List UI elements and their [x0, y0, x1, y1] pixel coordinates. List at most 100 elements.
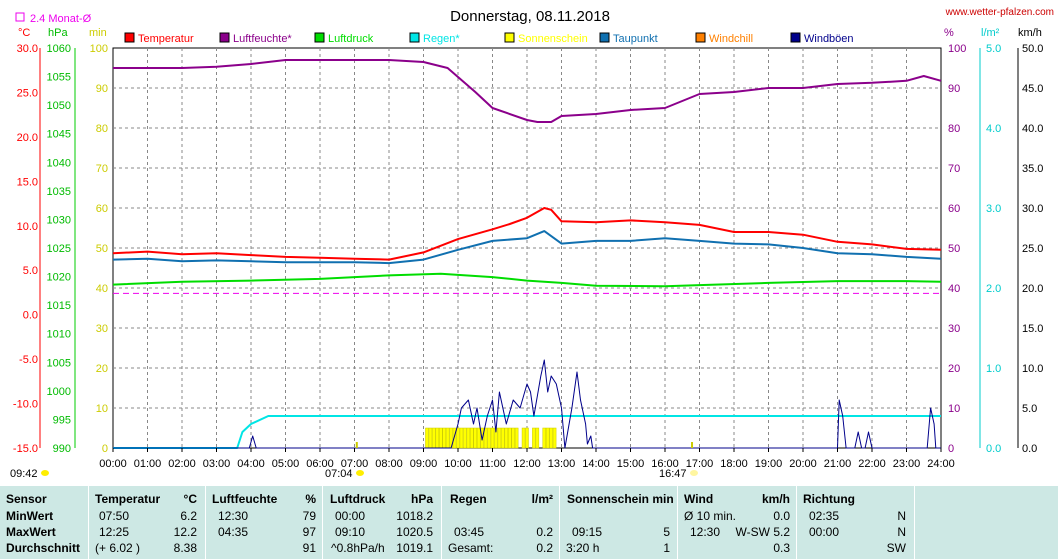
x-tick-label: 23:00 [893, 458, 921, 470]
stats-sun-total-value: 1 [663, 541, 670, 555]
stats-col-sun: Sonnenschein min 09:15 5 3:20 h 1 [560, 486, 678, 559]
x-tick-label: 19:00 [755, 458, 783, 470]
pct-tick-label: 100 [948, 43, 966, 55]
stats-header-hum: Luftfeuchte [212, 492, 278, 506]
wind-tick-label: 25.0 [1022, 243, 1043, 255]
stats-sun-max-value: 5 [663, 525, 670, 539]
avg-legend-label: 2.4 Monat-Ø [30, 13, 92, 25]
temp-tick-label: 25.0 [17, 87, 38, 99]
rain-tick-label: 2.0 [986, 283, 1001, 295]
series-temperatur-line [112, 207, 942, 261]
stats-header-temp-unit: °C [183, 492, 197, 506]
sunshine-bar [459, 427, 464, 449]
rain-tick-label: 3.0 [986, 203, 1001, 215]
pct-tick-label: 50 [948, 243, 960, 255]
sunset-marker-icon [690, 470, 698, 476]
rain-tick-label: 0.0 [986, 443, 1001, 455]
series-luftdruck-line [112, 272, 942, 288]
stats-header-sun: Sonnenschein min [567, 492, 674, 506]
x-tick-label: 10:00 [444, 458, 472, 470]
x-tick-label: 03:00 [203, 458, 231, 470]
sunshine-bar [542, 427, 546, 449]
stats-panel: Sensor MinWert MaxWert Durchschnitt Temp… [0, 486, 1058, 559]
stats-col-press: Luftdruck hPa 00:00 1018.2 09:10 1020.5 … [323, 486, 442, 559]
legend-swatch [314, 32, 325, 43]
legend-swatch [124, 32, 135, 43]
stats-rain-total-value: 0.2 [536, 541, 553, 555]
sunshine-bar [545, 427, 550, 449]
legend: Temperatur Luftfeuchte* Luftdruck Regen* Son… [124, 32, 854, 45]
x-tick-label: 14:00 [582, 458, 610, 470]
temp-unit: °C [18, 27, 30, 39]
stats-rain-total-label: Gesamt: [448, 541, 494, 555]
stats-header-press: Luftdruck [330, 492, 386, 506]
sunshine-bar [463, 427, 467, 449]
stats-rain-max-time: 03:45 [454, 525, 485, 539]
pct-tick-label: 60 [948, 203, 960, 215]
stats-header-press-unit: hPa [410, 492, 433, 506]
pct-tick-label: 30 [948, 323, 960, 335]
x-tick-label: 04:00 [237, 458, 265, 470]
wind-tick-label: 15.0 [1022, 323, 1043, 335]
sunshine-bar [525, 427, 529, 449]
stats-temp-avg-value: 8.38 [173, 541, 197, 555]
legend-swatch [504, 32, 515, 43]
min-tick-label: 90 [96, 83, 108, 95]
x-tick-label: 00:00 [99, 458, 127, 470]
source-link[interactable]: www.wetter-pfalzen.com [945, 7, 1054, 18]
temp-tick-label: -15.0 [13, 443, 38, 455]
press-tick-label: 1060 [47, 43, 71, 55]
pct-tick-label: 10 [948, 403, 960, 415]
stats-temp-min-time: 07:50 [99, 509, 130, 523]
press-tick-label: 1025 [47, 243, 71, 255]
stats-hum-avg-value: 91 [302, 541, 316, 555]
series-windb-en-line [113, 359, 941, 449]
min-tick-label: 70 [96, 163, 108, 175]
sunshine-bar [470, 427, 474, 449]
first-marker-label: 09:42 [10, 468, 38, 480]
press-tick-label: 1030 [47, 214, 71, 226]
chart-title: Donnerstag, 08.11.2018 [450, 8, 610, 25]
wind-tick-label: 30.0 [1022, 203, 1043, 215]
press-tick-label: 1000 [47, 386, 71, 398]
press-unit: hPa [48, 27, 68, 39]
sunshine-bar [514, 427, 519, 449]
stats-row-label-max: MaxWert [6, 525, 56, 539]
x-tick-label: 06:00 [306, 458, 334, 470]
stats-col-rain: Regen l/m² 03:45 0.2 Gesamt: 0.2 [442, 486, 560, 559]
stats-hum-min-value: 79 [302, 509, 316, 523]
pct-tick-label: 70 [948, 163, 960, 175]
stats-press-avg-value: 1019.1 [396, 541, 433, 555]
legend-swatch [695, 32, 706, 43]
sunshine-bar [428, 427, 433, 449]
stats-col-hum: Luftfeuchte % 12:30 79 04:35 97 91 [206, 486, 323, 559]
stats-dir-min-time: 02:35 [809, 509, 840, 523]
x-tick-label: 01:00 [134, 458, 162, 470]
weather-chart: Donnerstag, 08.11.2018 www.wetter-pfalze… [10, 7, 1054, 480]
stats-dir-min-value: N [897, 509, 906, 523]
sunshine-bar [439, 427, 443, 449]
stats-hum-max-time: 04:35 [218, 525, 249, 539]
pct-unit: % [944, 27, 954, 39]
stats-dir-max-time: 00:00 [809, 525, 840, 539]
avg-legend-swatch [15, 12, 25, 22]
legend-label: Luftfeuchte* [233, 33, 292, 45]
sunshine-bar [497, 427, 502, 449]
sunrise-marker-icon [356, 470, 364, 476]
sunrise-marker-label: 07:04 [325, 468, 353, 480]
temp-tick-label: 30.0 [17, 43, 38, 55]
stats-dir-avg-value: SW [886, 541, 906, 555]
stats-header-hum-unit: % [305, 492, 316, 506]
sunshine-bar [442, 427, 446, 449]
press-tick-label: 1015 [47, 300, 71, 312]
min-tick-label: 0 [102, 443, 108, 455]
press-tick-label: 1040 [47, 157, 71, 169]
stats-temp-max-time: 12:25 [99, 525, 130, 539]
stats-header-wind-unit: km/h [761, 492, 790, 506]
x-tick-label: 07:00 [341, 458, 369, 470]
legend-label: Taupunkt [613, 33, 658, 45]
stats-row-label-avg: Durchschnitt [6, 541, 81, 555]
sunshine-bar [490, 427, 495, 449]
min-tick-label: 10 [96, 403, 108, 415]
x-tick-label: 16:00 [651, 458, 679, 470]
